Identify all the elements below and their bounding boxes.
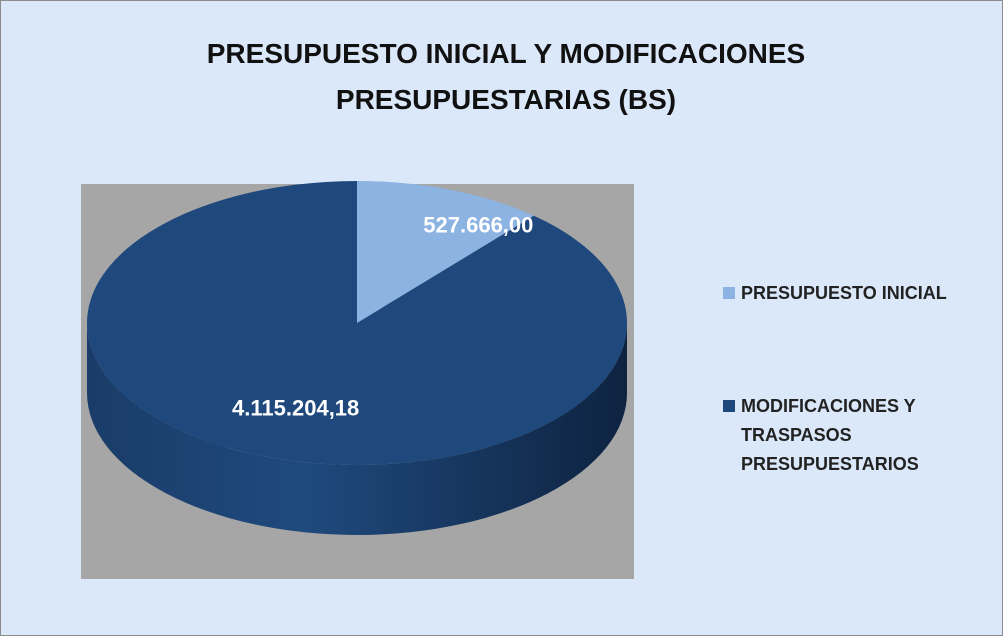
data-label: 4.115.204,18: [232, 395, 359, 420]
chart-title: PRESUPUESTO INICIAL Y MODIFICACIONES PRE…: [206, 38, 806, 115]
pie-side: [87, 323, 627, 535]
legend-item: PRESUPUESTO INICIAL: [723, 279, 971, 308]
legend-label: PRESUPUESTO INICIAL: [741, 283, 947, 303]
data-label: 527.666,00: [423, 212, 533, 237]
pie-slice: [87, 181, 627, 465]
legend-item: MODIFICACIONES Y TRASPASOS PRESUPUESTARI…: [723, 392, 971, 479]
legend-swatch: [723, 287, 735, 299]
pie-slice: [357, 181, 534, 323]
legend-label: MODIFICACIONES Y TRASPASOS PRESUPUESTARI…: [741, 396, 919, 474]
legend-swatch: [723, 400, 735, 412]
